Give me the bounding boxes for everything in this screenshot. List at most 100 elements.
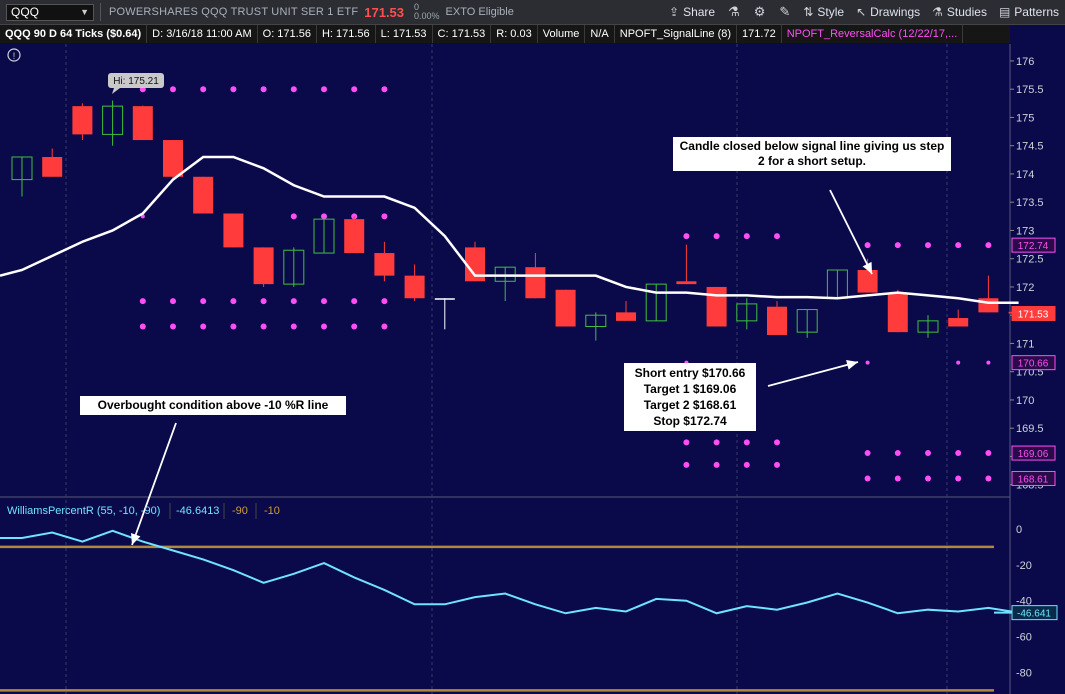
- patterns-label: Patterns: [1014, 5, 1059, 19]
- reversal-dot: [351, 323, 358, 330]
- reversal-dot: [290, 298, 297, 305]
- annotation-arrows: [131, 189, 873, 546]
- reversal-dot: [230, 298, 237, 305]
- reversal-dot: [260, 298, 267, 305]
- reversal-dot: [170, 298, 176, 305]
- price-badge-label: 172.74: [1018, 241, 1049, 252]
- pencil-icon[interactable]: ✎: [779, 4, 791, 19]
- candle: [283, 247, 305, 287]
- reversal-dot: [743, 233, 750, 240]
- style-button[interactable]: ⇅ Style: [797, 5, 850, 19]
- candle-body: [283, 249, 305, 285]
- change-percent: 0.00%: [414, 11, 440, 21]
- candle: [555, 289, 576, 327]
- candle: [344, 216, 365, 254]
- reversal-dot: [290, 86, 297, 93]
- candle-body: [796, 309, 818, 333]
- studies-button[interactable]: ⚗ Studies: [926, 5, 993, 19]
- symbol-selector[interactable]: QQQ ▼: [6, 3, 94, 21]
- info-icon-glyph: !: [13, 51, 16, 61]
- reversal-dot: [170, 323, 176, 330]
- wr-tick-label: -80: [1016, 667, 1032, 679]
- change-value: 0: [414, 2, 420, 12]
- reversal-dot: [381, 298, 388, 305]
- wr-tick-label: 0: [1016, 524, 1022, 536]
- reversal-dot: [864, 450, 871, 457]
- candle: [42, 148, 63, 177]
- price-badge-label: 171.53: [1018, 310, 1049, 321]
- reversal-dot: [955, 450, 962, 457]
- candle-body: [857, 270, 878, 293]
- style-label: Style: [817, 5, 845, 19]
- patterns-icon: ▤: [998, 5, 1011, 19]
- volume-value: N/A: [585, 25, 615, 43]
- price-tick-label: 171: [1016, 338, 1034, 350]
- overbought-arrow-head: [131, 532, 141, 545]
- studies-icon: ⚗: [932, 5, 943, 19]
- price-tick-label: 173: [1016, 225, 1034, 237]
- candle-body: [374, 253, 395, 276]
- reversal-dot: [139, 298, 146, 305]
- chart-period: QQQ 90 D 64 Ticks ($0.64): [0, 25, 148, 43]
- price-tick-label: 173.5: [1016, 197, 1044, 209]
- candle: [736, 298, 758, 330]
- patterns-button[interactable]: ▤ Patterns: [993, 5, 1065, 19]
- candle: [645, 283, 667, 322]
- share-button[interactable]: ⇪ Share: [663, 5, 721, 19]
- overbought-annotation-text: Overbought condition above -10 %R line: [97, 398, 329, 412]
- chevron-down-icon: ▼: [80, 7, 89, 17]
- price-tick-label: 174: [1016, 169, 1034, 181]
- reversal-dot: [351, 86, 358, 93]
- gear-icon[interactable]: ⚙: [753, 4, 766, 19]
- reversal-dot: [985, 475, 992, 482]
- reversal-dot: [743, 439, 750, 446]
- reversal-dot: [894, 242, 901, 249]
- drawings-button[interactable]: ↖ Drawings: [850, 5, 926, 19]
- reversal-dot: [774, 461, 780, 468]
- candle-body: [193, 176, 214, 214]
- candle-body: [555, 289, 576, 327]
- candles-icon: ⇅: [803, 5, 814, 19]
- candle-body: [616, 312, 636, 321]
- candle: [374, 241, 395, 282]
- price-tick-label: 176: [1016, 56, 1034, 68]
- candle-body: [706, 286, 727, 327]
- signal-line-value: 171.72: [737, 25, 782, 43]
- candle-body: [434, 298, 455, 300]
- reversal-dot: [321, 86, 327, 93]
- price-axis: 176 175.5 175 174.5 174 173.5 173 172.5 172 171.5…: [1010, 56, 1056, 492]
- reversal-dot: [200, 323, 207, 330]
- candle: [404, 264, 425, 302]
- price-tick-label: 169.5: [1016, 423, 1044, 435]
- candle: [253, 247, 274, 287]
- price-tick-label: 175.5: [1016, 84, 1044, 96]
- candle: [917, 315, 939, 338]
- reversal-dot: [713, 439, 720, 446]
- reversal-dot: [894, 450, 901, 457]
- reversal-dot: [865, 360, 870, 365]
- last-price: 171.53: [364, 4, 405, 20]
- reversal-dot: [139, 323, 146, 330]
- candle: [163, 140, 183, 180]
- quote-info-bar: QQQ 90 D 64 Ticks ($0.64) D: 3/16/18 11:…: [0, 25, 1010, 43]
- entry-arrow-head: [846, 360, 858, 370]
- candle-body: [917, 320, 939, 333]
- bar-high: H: 171.56: [317, 25, 376, 43]
- flask-icon[interactable]: ⚗: [728, 4, 740, 19]
- reversal-dot: [683, 461, 690, 468]
- wr-line: [0, 529, 1019, 615]
- reversal-dot: [170, 86, 176, 93]
- price-badge-label: 168.61: [1018, 474, 1049, 485]
- reversal-dot: [683, 233, 690, 240]
- reversal-dot: [230, 323, 237, 330]
- info-icon[interactable]: [7, 48, 21, 62]
- wr-tick-label: -20: [1016, 560, 1032, 572]
- price-change: 0 0.00%: [414, 3, 440, 21]
- hi-label-bg: [108, 73, 164, 88]
- candle: [11, 156, 33, 197]
- candle-body: [767, 306, 787, 335]
- candle: [676, 244, 697, 285]
- reversal-dot: [290, 323, 297, 330]
- signal-annotation-text: Candle closed below signal line giving u…: [679, 139, 945, 168]
